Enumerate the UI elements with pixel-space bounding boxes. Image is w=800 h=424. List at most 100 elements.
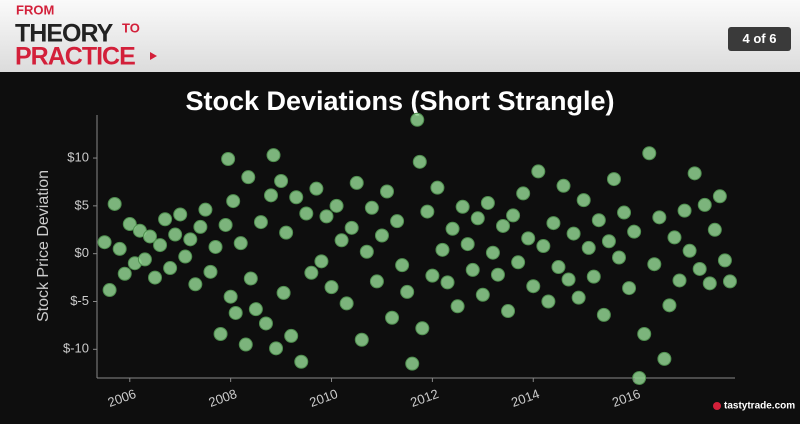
data-point	[218, 217, 233, 232]
data-point	[142, 229, 157, 244]
data-point	[243, 271, 258, 286]
data-point	[314, 254, 329, 269]
chart-title: Stock Deviations (Short Strangle)	[185, 86, 614, 116]
data-point	[248, 302, 263, 317]
data-point	[672, 273, 687, 288]
data-point	[274, 173, 289, 188]
data-point	[208, 239, 223, 254]
data-point	[596, 307, 611, 322]
page-badge	[728, 27, 791, 51]
data-point	[506, 208, 521, 223]
data-point	[480, 195, 495, 210]
data-point	[617, 205, 632, 220]
data-point	[163, 261, 178, 276]
data-point	[485, 245, 500, 260]
data-point	[606, 172, 621, 187]
data-point	[183, 232, 198, 247]
data-point	[697, 197, 712, 212]
brand-practice: PRACTICE	[15, 43, 135, 71]
data-point	[223, 289, 238, 304]
data-point	[405, 356, 420, 371]
data-point	[173, 207, 188, 222]
data-point	[324, 280, 339, 295]
data-point	[657, 351, 672, 366]
data-point	[415, 321, 430, 336]
data-point	[687, 166, 702, 181]
data-point	[712, 189, 727, 204]
data-point	[269, 341, 284, 356]
data-point	[531, 164, 546, 179]
data-point	[258, 316, 273, 331]
data-point	[430, 180, 445, 195]
data-point	[682, 243, 697, 258]
data-point	[591, 213, 606, 228]
brand-arrow	[150, 52, 157, 60]
data-point	[380, 184, 394, 199]
data-point	[440, 275, 455, 290]
data-point	[662, 298, 677, 313]
data-point	[576, 193, 591, 208]
data-point	[601, 234, 616, 249]
data-point	[526, 279, 541, 294]
data-point	[541, 294, 556, 309]
brand-from: FROM	[16, 2, 54, 17]
data-point	[168, 227, 183, 242]
data-point	[412, 154, 427, 169]
data-point	[637, 327, 652, 342]
data-point	[667, 230, 682, 245]
data-point	[122, 217, 137, 232]
data-point	[460, 237, 475, 252]
plot-area	[97, 112, 737, 385]
data-point	[400, 284, 415, 299]
data-point	[233, 236, 248, 251]
data-point	[253, 215, 268, 230]
data-point	[364, 200, 379, 215]
data-point	[622, 281, 637, 296]
y-tick-label: $-5	[70, 293, 89, 308]
data-point	[425, 268, 440, 283]
data-point	[153, 238, 168, 253]
data-point	[566, 226, 581, 241]
data-point	[722, 274, 737, 289]
data-point	[188, 277, 203, 292]
data-point	[299, 206, 314, 221]
footer-logo: tastytrade.com	[724, 401, 795, 412]
data-point	[203, 264, 218, 279]
data-point	[556, 178, 571, 193]
data-point	[385, 310, 400, 325]
data-point	[496, 218, 510, 233]
data-point	[521, 231, 536, 246]
data-point	[279, 225, 294, 240]
data-point	[158, 212, 173, 227]
data-point	[642, 146, 657, 161]
y-axis-label: Stock Price Deviation	[35, 170, 52, 322]
data-point	[97, 235, 112, 250]
data-point	[551, 260, 566, 275]
data-point	[241, 170, 256, 185]
data-point	[284, 328, 299, 343]
data-point	[107, 196, 122, 211]
data-point	[226, 194, 241, 209]
data-point	[238, 337, 253, 352]
brand-to: TO	[122, 20, 140, 35]
data-point	[702, 276, 717, 291]
data-point	[112, 241, 127, 256]
logo-icon	[713, 402, 721, 410]
data-point	[420, 204, 435, 219]
data-point	[571, 290, 586, 305]
data-point	[178, 249, 193, 264]
data-point	[561, 272, 576, 287]
y-tick-label: $0	[75, 245, 89, 260]
page-indicator: 4 of 6	[743, 31, 777, 46]
data-point	[329, 198, 344, 213]
data-point	[692, 261, 707, 276]
data-point	[137, 252, 152, 267]
data-point	[339, 296, 354, 311]
data-point	[470, 211, 485, 226]
data-point	[289, 190, 304, 205]
data-point	[359, 244, 374, 259]
data-point	[148, 270, 162, 285]
data-point	[627, 224, 642, 239]
data-point	[511, 255, 526, 270]
data-point	[266, 148, 281, 163]
